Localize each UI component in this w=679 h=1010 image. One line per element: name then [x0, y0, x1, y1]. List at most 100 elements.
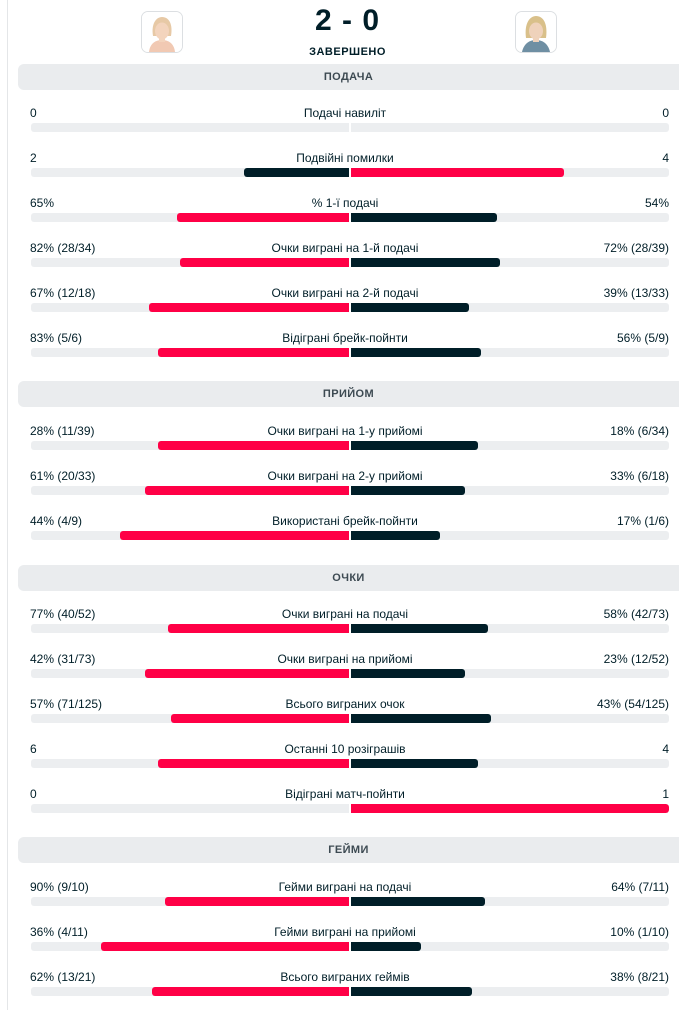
stat-row: 90% (9/10) Гейми виграні на подачі 64% (7/…: [0, 874, 679, 914]
away-player-avatar[interactable]: [515, 11, 557, 53]
stat-category: Очки виграні на 2-й подачі: [271, 286, 419, 300]
away-value: 4: [662, 742, 669, 756]
home-bar-fill: [158, 348, 349, 357]
home-value: 57% (71/125): [30, 697, 103, 711]
home-bar-track: [31, 804, 349, 813]
away-value: 1: [662, 787, 669, 801]
away-value: 23% (12/52): [603, 652, 669, 666]
match-header: 2 - 0 ЗАВЕРШЕНО: [0, 0, 679, 66]
away-value: 58% (42/73): [603, 607, 669, 621]
away-value: 72% (28/39): [603, 241, 669, 255]
home-bar-fill: [149, 303, 349, 312]
away-bar-fill: [351, 303, 469, 312]
stat-category: Гейми виграні на подачі: [278, 880, 412, 894]
away-value: 10% (1/10): [610, 925, 669, 939]
home-bar-fill: [168, 624, 349, 633]
home-value: 65%: [30, 196, 55, 210]
away-bar-track: [351, 804, 669, 813]
stat-row: 6 Останні 10 розіграшів 4: [0, 736, 679, 776]
stat-category: Останні 10 розіграшів: [284, 742, 406, 756]
home-value: 36% (4/11): [30, 925, 88, 939]
stat-row: 61% (20/33) Очки виграні на 2-у прийомі 33…: [0, 463, 679, 503]
match-score: 2 - 0: [314, 4, 381, 37]
stat-row: 0 Подачі навиліт 0: [0, 100, 679, 140]
home-bar-track: [31, 942, 349, 951]
stat-row: 57% (71/125) Всього виграних очок 43% (54/…: [0, 691, 679, 731]
away-bar-track: [351, 213, 669, 222]
home-bar-fill: [145, 669, 349, 678]
stat-row: 65% % 1-ї подачі 54%: [0, 190, 679, 230]
stat-category: Відіграні матч-пойнти: [285, 787, 405, 801]
home-bar-track: [31, 669, 349, 678]
away-bar-track: [351, 759, 669, 768]
away-bar-fill: [351, 987, 472, 996]
home-value: 61% (20/33): [30, 469, 96, 483]
stat-category: Очки виграні на подачі: [281, 607, 409, 621]
away-bar-track: [351, 123, 669, 132]
away-bar-track: [351, 714, 669, 723]
home-bar-track: [31, 168, 349, 177]
away-bar-fill: [351, 624, 488, 633]
stat-category: Гейми виграні на прийомі: [274, 925, 416, 939]
home-value: 44% (4/9): [30, 514, 83, 528]
away-bar-track: [351, 531, 669, 540]
away-value: 18% (6/34): [610, 424, 669, 438]
home-value: 6: [30, 742, 37, 756]
away-bar-track: [351, 624, 669, 633]
away-bar-track: [351, 258, 669, 267]
away-value: 54%: [644, 196, 669, 210]
home-bar-fill: [171, 714, 349, 723]
away-value: 17% (1/6): [616, 514, 669, 528]
away-bar-track: [351, 942, 669, 951]
left-border: [7, 0, 8, 1010]
home-bar-fill: [165, 897, 349, 906]
home-bar-track: [31, 714, 349, 723]
away-bar-fill: [351, 258, 500, 267]
away-value: 56% (5/9): [616, 331, 669, 345]
away-value: 39% (13/33): [603, 286, 669, 300]
stat-row: 2 Подвійні помилки 4: [0, 145, 679, 185]
away-value: 43% (54/125): [596, 697, 669, 711]
home-bar-fill: [158, 759, 349, 768]
home-value: 28% (11/39): [30, 424, 95, 438]
away-bar-fill: [351, 213, 497, 222]
home-bar-fill: [152, 987, 349, 996]
away-bar-track: [351, 168, 669, 177]
home-value: 82% (28/34): [30, 241, 96, 255]
stat-category: % 1-ї подачі: [311, 196, 379, 210]
stat-category: Очки виграні на 2-у прийомі: [267, 469, 423, 483]
stat-category: Очки виграні на 1-й подачі: [271, 241, 419, 255]
away-bar-fill: [351, 531, 440, 540]
home-bar-track: [31, 486, 349, 495]
home-value: 42% (31/73): [30, 652, 96, 666]
stat-row: 82% (28/34) Очки виграні на 1-й подачі 72%…: [0, 235, 679, 275]
home-player-avatar[interactable]: [141, 11, 183, 53]
home-bar-track: [31, 258, 349, 267]
away-value: 38% (8/21): [610, 970, 669, 984]
away-bar-track: [351, 897, 669, 906]
stat-category: Очки виграні на 1-у прийомі: [267, 424, 423, 438]
away-bar-track: [351, 987, 669, 996]
stat-category: Подачі навиліт: [303, 106, 387, 120]
away-bar-fill: [351, 441, 478, 450]
away-value: 33% (6/18): [610, 469, 669, 483]
away-bar-fill: [351, 759, 478, 768]
home-bar-fill: [244, 168, 349, 177]
stat-row: 28% (11/39) Очки виграні на 1-у прийомі 18…: [0, 418, 679, 458]
stat-row: 77% (40/52) Очки виграні на подачі 58% (42…: [0, 601, 679, 641]
section-header: ПОДАЧА: [18, 64, 679, 90]
home-bar-track: [31, 759, 349, 768]
away-bar-track: [351, 486, 669, 495]
away-bar-track: [351, 669, 669, 678]
away-value: 4: [662, 151, 669, 165]
stat-row: 67% (12/18) Очки виграні на 2-й подачі 39%…: [0, 280, 679, 320]
stat-row: 42% (31/73) Очки виграні на прийомі 23% (1…: [0, 646, 679, 686]
away-bar-fill: [351, 897, 485, 906]
away-bar-track: [351, 441, 669, 450]
stat-category: Всього виграних очок: [285, 697, 405, 711]
player-photo-icon: [142, 12, 182, 52]
home-bar-fill: [158, 441, 349, 450]
home-bar-fill: [180, 258, 349, 267]
away-value: 64% (7/11): [611, 880, 669, 894]
home-value: 77% (40/52): [30, 607, 96, 621]
